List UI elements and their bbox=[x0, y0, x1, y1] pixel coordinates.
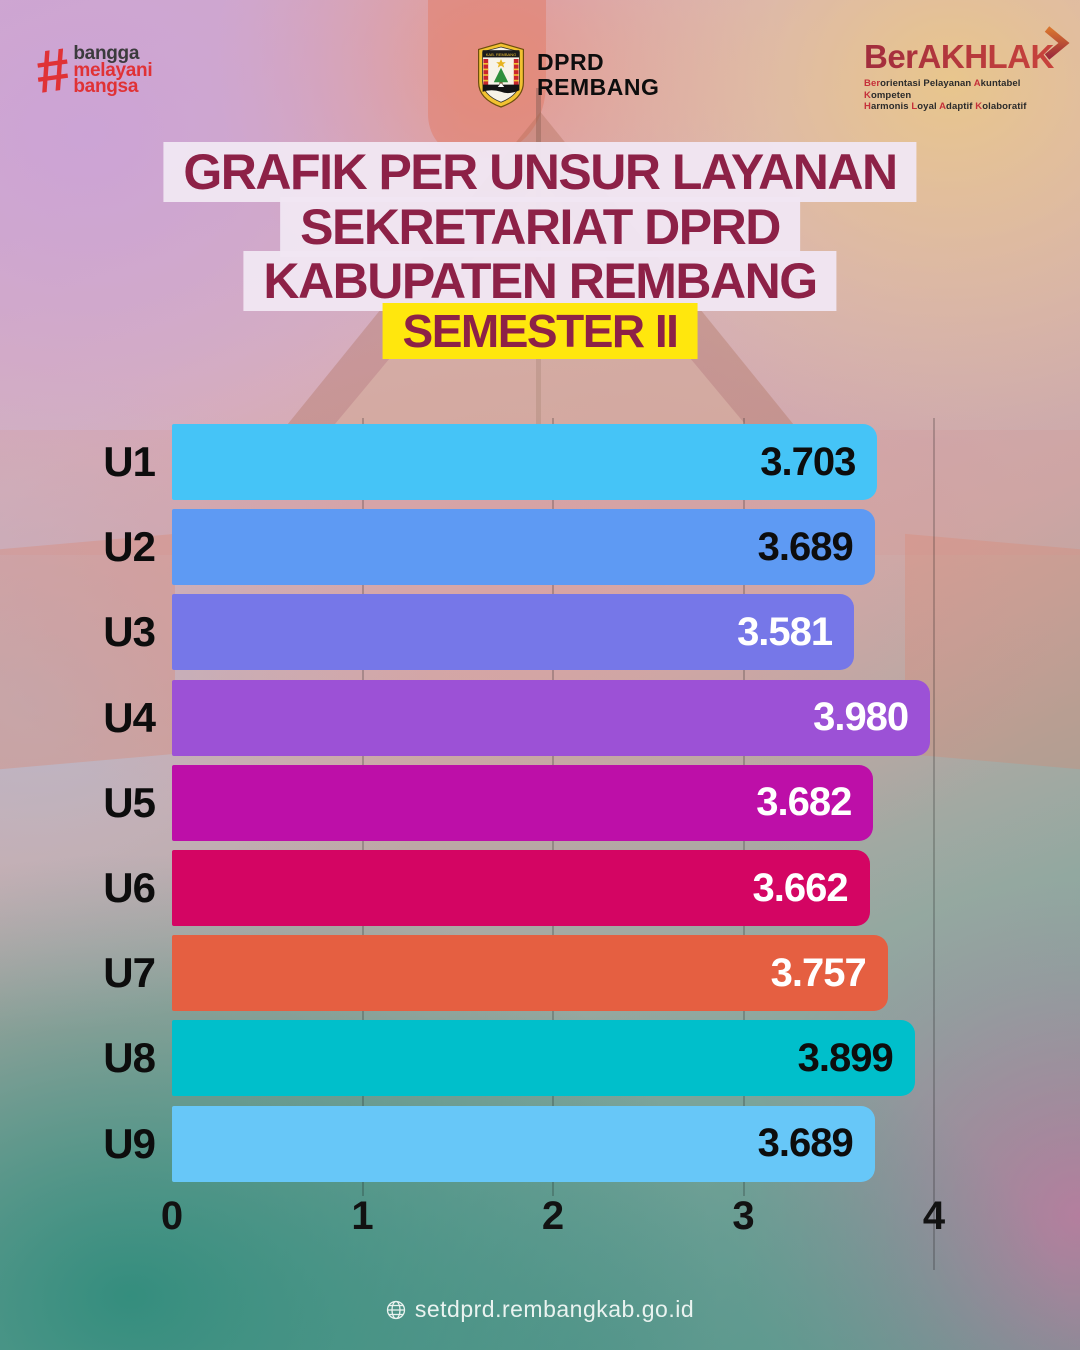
tagline-segment: daptif bbox=[946, 101, 976, 112]
bar-value-label: 3.581 bbox=[737, 609, 833, 654]
x-tick-2: 2 bbox=[541, 1194, 565, 1238]
bar-value-label: 3.689 bbox=[757, 524, 854, 569]
bar-value-label: 3.980 bbox=[813, 695, 909, 740]
bar-U2: 3.689 bbox=[172, 509, 875, 586]
bar-chart: U1 3.703 U2 3.689 U3 3.581 U4 3.980 U5 3.682 U6 3.6… bbox=[0, 424, 1080, 1194]
tagline-segment: orientasi Pelayanan bbox=[880, 78, 974, 89]
bar-row-U3: U3 3.581 bbox=[0, 594, 1080, 671]
dprd-logo-line: DPRD bbox=[537, 49, 605, 75]
dprd-rembang-logo: KAB. REMBANG DPRD REMBANG bbox=[477, 42, 659, 108]
bar-track: 3.682 bbox=[172, 764, 934, 841]
bar-track: 3.689 bbox=[172, 1105, 934, 1182]
tagline-segment: K bbox=[864, 89, 871, 101]
tagline-segment: olaboratif bbox=[982, 101, 1027, 112]
bar-category-label: U8 bbox=[103, 1034, 156, 1082]
tagline-segment: oyal bbox=[917, 101, 940, 112]
globe-icon bbox=[386, 1300, 406, 1319]
bar-U1: 3.703 bbox=[172, 424, 878, 500]
dprd-logo-line: REMBANG bbox=[537, 74, 660, 100]
footer-website: setdprd.rembangkab.go.id bbox=[0, 1296, 1080, 1323]
chart-title-semester-badge: SEMESTER II bbox=[382, 303, 698, 359]
berakhlak-tagline-line1: Berorientasi Pelayanan Akuntabel Kompete… bbox=[864, 78, 1064, 101]
tagline-segment: A bbox=[973, 78, 981, 89]
tagline-segment: armonis bbox=[870, 101, 912, 112]
gridline-4 bbox=[933, 418, 935, 1270]
bangga-melayani-bangsa-logo: # bangga melayani bangsa bbox=[31, 35, 153, 106]
bar-track: 3.899 bbox=[172, 1020, 934, 1097]
bar-row-U7: U7 3.757 bbox=[0, 935, 1080, 1012]
bar-category-label: U4 bbox=[103, 693, 156, 741]
bangga-logo-line: bangga bbox=[73, 43, 140, 65]
bar-value-label: 3.662 bbox=[752, 865, 849, 910]
hashtag-icon: # bbox=[31, 35, 74, 107]
bar-U4: 3.980 bbox=[172, 679, 931, 756]
bar-category-label: U1 bbox=[103, 438, 156, 485]
berakhlak-logo: BerAKHLAK Berorientasi Pelayanan Akuntab… bbox=[864, 26, 1070, 113]
bar-value-label: 3.757 bbox=[770, 950, 867, 995]
bar-category-label: U6 bbox=[103, 864, 156, 911]
tagline-segment: H bbox=[864, 101, 871, 112]
bar-track: 3.757 bbox=[172, 935, 934, 1012]
bar-U6: 3.662 bbox=[172, 850, 870, 926]
x-tick-0: 0 bbox=[160, 1194, 184, 1238]
bar-U5: 3.682 bbox=[172, 764, 874, 841]
tagline-segment: L bbox=[911, 101, 918, 112]
bar-category-label: U5 bbox=[103, 778, 156, 826]
chart-title-line-3: KABUPATEN REMBANG bbox=[243, 251, 837, 311]
bar-U3: 3.581 bbox=[172, 594, 855, 671]
bar-category-label: U2 bbox=[103, 523, 156, 571]
x-tick-3: 3 bbox=[732, 1194, 755, 1238]
bar-U8: 3.899 bbox=[172, 1020, 915, 1097]
tagline-segment: A bbox=[939, 101, 947, 112]
bar-row-U9: U9 3.689 bbox=[0, 1105, 1080, 1182]
tagline-segment: K bbox=[975, 101, 983, 112]
bar-row-U6: U6 3.662 bbox=[0, 850, 1080, 926]
bar-U9: 3.689 bbox=[172, 1105, 875, 1182]
bar-category-label: U9 bbox=[103, 1119, 156, 1167]
bar-U7: 3.757 bbox=[172, 935, 888, 1012]
tagline-segment: ompeten bbox=[870, 89, 912, 101]
x-axis-ticks: 0 1 2 3 4 bbox=[161, 1194, 945, 1244]
bar-row-U1: U1 3.703 bbox=[0, 424, 1080, 500]
bar-category-label: U3 bbox=[103, 608, 156, 656]
bar-track: 3.703 bbox=[172, 424, 934, 500]
x-tick-1: 1 bbox=[351, 1194, 374, 1238]
bar-row-U5: U5 3.682 bbox=[0, 764, 1080, 841]
berakhlak-title: BerAKHLAK bbox=[864, 38, 1054, 75]
arrow-chevron-icon bbox=[1044, 26, 1070, 60]
bar-row-U4: U4 3.980 bbox=[0, 679, 1080, 756]
bar-value-label: 3.689 bbox=[757, 1121, 854, 1166]
bangga-logo-line: melayani bbox=[73, 59, 153, 81]
svg-text:KAB. REMBANG: KAB. REMBANG bbox=[486, 52, 516, 57]
tagline-segment: kuntabel bbox=[980, 78, 1021, 89]
rembang-crest-icon: KAB. REMBANG bbox=[478, 42, 524, 108]
tagline-segment: Ber bbox=[864, 78, 881, 89]
bar-value-label: 3.682 bbox=[756, 780, 852, 825]
bar-track: 3.689 bbox=[172, 509, 934, 586]
bar-track: 3.980 bbox=[172, 679, 934, 756]
bangga-logo-line: bangsa bbox=[73, 76, 139, 98]
chart-title-line-1: GRAFIK PER UNSUR LAYANAN bbox=[163, 142, 917, 202]
bar-value-label: 3.703 bbox=[760, 439, 856, 484]
chart-title-line-2: SEKRETARIAT DPRD bbox=[280, 197, 800, 257]
bar-category-label: U7 bbox=[103, 949, 156, 997]
bar-track: 3.662 bbox=[172, 850, 934, 926]
footer-url: setdprd.rembangkab.go.id bbox=[414, 1296, 695, 1322]
bar-value-label: 3.899 bbox=[797, 1035, 894, 1080]
berakhlak-tagline-line2: Harmonis Loyal Adaptif Kolaboratif bbox=[864, 101, 1064, 113]
bar-track: 3.581 bbox=[172, 594, 934, 671]
bar-row-U2: U2 3.689 bbox=[0, 509, 1080, 586]
bar-row-U8: U8 3.899 bbox=[0, 1020, 1080, 1097]
x-tick-4: 4 bbox=[922, 1194, 946, 1238]
